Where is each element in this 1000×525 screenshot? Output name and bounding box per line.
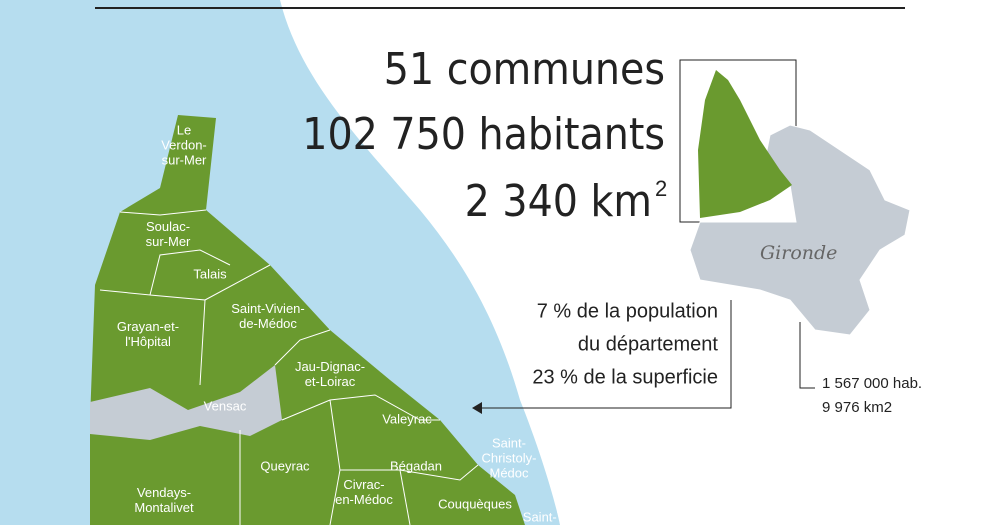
gironde-population: 1 567 000 hab. xyxy=(822,375,922,392)
commune-label: Montalivet xyxy=(134,500,194,515)
commune-label: sur-Mer xyxy=(146,234,191,249)
gironde-area: 9 976 km2 xyxy=(822,399,892,416)
stat-area: 2 340 km xyxy=(465,176,652,227)
vensac-area xyxy=(90,365,282,440)
callout-text: 23 % de la superficie xyxy=(532,366,718,388)
commune-label: et-Loirac xyxy=(305,374,356,389)
commune-label: Civrac- xyxy=(343,477,384,492)
commune-label: Saint-Yzans- xyxy=(523,509,597,524)
commune-label: Le xyxy=(177,122,191,137)
commune-label: sur-Mer xyxy=(162,152,207,167)
callout-text: 7 % de la population xyxy=(537,300,718,322)
callout-leader xyxy=(478,300,732,409)
commune-label: Vensac xyxy=(204,398,247,413)
stat-area-exponent: 2 xyxy=(655,176,667,201)
commune-label: Christoly- xyxy=(482,450,537,465)
commune-label: Saint- xyxy=(492,435,526,450)
commune-label: Couquèques xyxy=(438,496,512,511)
commune-label: Saint-Vivien- xyxy=(231,301,304,316)
stat-communes: 51 communes xyxy=(384,44,665,95)
callout-arrow xyxy=(472,402,482,414)
gironde-name: Gironde xyxy=(760,242,837,264)
land xyxy=(280,0,1000,525)
commune-label: Soulac- xyxy=(146,219,190,234)
commune-label: Vendays- xyxy=(137,485,191,500)
callout-text: du département xyxy=(578,333,719,355)
commune-label: Grayan-et- xyxy=(117,319,179,334)
commune-label: Jau-Dignac- xyxy=(295,359,365,374)
gironde-leader xyxy=(799,322,815,389)
commune-borders xyxy=(99,209,479,525)
commune-label: en-Médoc xyxy=(335,492,393,507)
commune-label: Talais xyxy=(193,266,227,281)
commune-label: Bégadan xyxy=(390,458,442,473)
stat-habitants: 102 750 habitants xyxy=(302,109,665,160)
gironde-shape xyxy=(689,124,911,336)
inset-medoc xyxy=(698,70,792,218)
commune-label: Queyrac xyxy=(260,458,310,473)
commune-label: Verdon- xyxy=(161,137,207,152)
commune-label: l'Hôpital xyxy=(125,334,171,349)
commune-label: Valeyrac xyxy=(382,411,432,426)
commune-label: Médoc xyxy=(489,465,529,480)
commune-label: de-Médoc xyxy=(239,316,297,331)
